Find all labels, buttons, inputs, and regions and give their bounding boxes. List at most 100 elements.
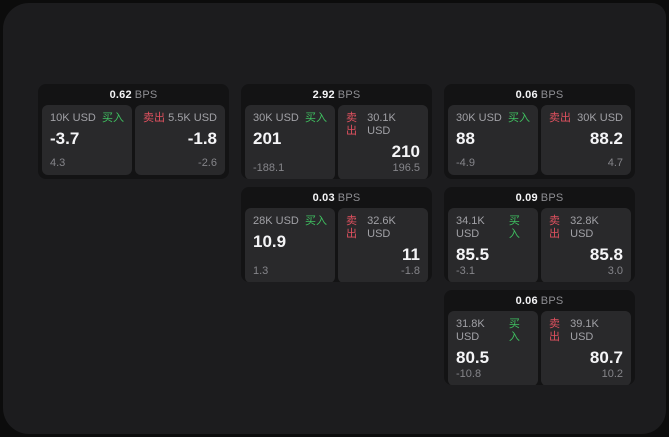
sell-price: 80.7 — [589, 348, 623, 367]
quote-tiles: 30K USD 买入 88 -4.9 卖出 30K USD 88.2 4.7 — [448, 105, 631, 175]
buy-notional: 10K USD — [50, 112, 96, 124]
buy-side-label: 买入 — [305, 215, 327, 227]
buy-notional: 30K USD — [456, 112, 502, 124]
buy-side-label: 买入 — [508, 215, 520, 240]
sell-tile[interactable]: 卖出 5.5K USD -1.8 -2.6 — [135, 105, 225, 175]
quote-tiles: 31.8K USD 买入 80.5 -10.8 卖出 39.1K USD 80.… — [448, 311, 631, 385]
sell-side-label: 卖出 — [346, 112, 357, 137]
bps-header: 0.62 BPS — [38, 84, 229, 105]
buy-side-label: 买入 — [305, 112, 327, 124]
sell-tile-header: 卖出 30.1K USD — [346, 112, 420, 138]
sell-price: 88.2 — [589, 129, 623, 148]
bps-value: 2.92 — [312, 89, 335, 101]
quote-card: 0.06 BPS 31.8K USD 买入 80.5 -10.8 卖出 39.1K… — [444, 290, 635, 385]
sell-side-label: 卖出 — [549, 215, 560, 240]
sell-tile[interactable]: 卖出 32.6K USD 11 -1.8 — [338, 208, 428, 282]
bps-value: 0.06 — [515, 295, 538, 307]
buy-notional: 34.1K USD — [456, 215, 485, 240]
buy-tile-header: 34.1K USD 买入 — [456, 215, 530, 241]
sell-delta: -2.6 — [198, 157, 217, 169]
buy-price: 80.5 — [456, 348, 490, 367]
sell-side-label: 卖出 — [346, 215, 357, 240]
sell-price: 210 — [391, 142, 420, 161]
sell-tile-header: 卖出 5.5K USD — [143, 112, 217, 125]
bps-unit-label: BPS — [337, 192, 361, 204]
buy-price: 88 — [456, 129, 475, 148]
bps-value: 0.06 — [515, 89, 538, 101]
sell-price: 85.8 — [589, 245, 623, 264]
bps-value: 0.03 — [312, 192, 335, 204]
quote-cards-grid: 0.62 BPS 10K USD 买入 -3.7 4.3 卖出 5.5K USD … — [38, 84, 635, 385]
main-panel: 0.62 BPS 10K USD 买入 -3.7 4.3 卖出 5.5K USD … — [3, 3, 666, 434]
buy-notional: 30K USD — [253, 112, 299, 124]
buy-delta: -4.9 — [456, 157, 475, 169]
buy-tile[interactable]: 28K USD 买入 10.9 1.3 — [245, 208, 335, 282]
quote-card: 0.62 BPS 10K USD 买入 -3.7 4.3 卖出 5.5K USD … — [38, 84, 229, 179]
sell-side-label: 卖出 — [549, 112, 571, 124]
bps-unit-label: BPS — [540, 89, 564, 101]
buy-tile[interactable]: 30K USD 买入 201 -188.1 — [245, 105, 335, 179]
sell-tile[interactable]: 卖出 30.1K USD 210 196.5 — [338, 105, 428, 179]
buy-delta: -188.1 — [253, 162, 285, 174]
quote-card: 0.03 BPS 28K USD 买入 10.9 1.3 卖出 32.6K USD… — [241, 187, 432, 282]
sell-tile-header: 卖出 39.1K USD — [549, 318, 623, 344]
buy-notional: 28K USD — [253, 215, 299, 227]
quote-card: 0.09 BPS 34.1K USD 买入 85.5 -3.1 卖出 32.8K … — [444, 187, 635, 282]
bps-value: 0.62 — [109, 89, 132, 101]
buy-side-label: 买入 — [102, 112, 124, 124]
bps-unit-label: BPS — [134, 89, 158, 101]
sell-side-label: 卖出 — [549, 318, 560, 343]
buy-tile-header: 28K USD 买入 — [253, 215, 327, 228]
buy-tile-header: 10K USD 买入 — [50, 112, 124, 125]
bps-unit-label: BPS — [540, 192, 564, 204]
sell-delta: 10.2 — [601, 368, 623, 380]
sell-tile[interactable]: 卖出 39.1K USD 80.7 10.2 — [541, 311, 631, 385]
sell-notional: 5.5K USD — [168, 112, 217, 124]
bps-header: 0.06 BPS — [444, 84, 635, 105]
sell-price: 11 — [402, 245, 420, 264]
sell-tile-header: 卖出 30K USD — [549, 112, 623, 125]
buy-price: 201 — [253, 129, 282, 148]
sell-notional: 39.1K USD — [570, 318, 599, 343]
buy-price: -3.7 — [50, 129, 80, 148]
buy-price: 10.9 — [253, 232, 287, 251]
bps-header: 0.03 BPS — [241, 187, 432, 208]
sell-tile-header: 卖出 32.8K USD — [549, 215, 623, 241]
buy-price: 85.5 — [456, 245, 490, 264]
buy-tile[interactable]: 30K USD 买入 88 -4.9 — [448, 105, 538, 175]
buy-tile-header: 30K USD 买入 — [456, 112, 530, 125]
quote-tiles: 30K USD 买入 201 -188.1 卖出 30.1K USD 210 1… — [245, 105, 428, 179]
buy-tile-header: 30K USD 买入 — [253, 112, 327, 125]
buy-side-label: 买入 — [508, 318, 520, 343]
sell-delta: -1.8 — [401, 265, 420, 277]
sell-tile[interactable]: 卖出 30K USD 88.2 4.7 — [541, 105, 631, 175]
sell-side-label: 卖出 — [143, 112, 165, 124]
buy-tile-header: 31.8K USD 买入 — [456, 318, 530, 344]
sell-notional: 32.8K USD — [570, 215, 599, 240]
sell-delta: 3.0 — [607, 265, 623, 277]
sell-price: -1.8 — [187, 129, 217, 148]
quote-tiles: 34.1K USD 买入 85.5 -3.1 卖出 32.8K USD 85.8… — [448, 208, 631, 282]
bps-header: 0.09 BPS — [444, 187, 635, 208]
sell-notional: 32.6K USD — [367, 215, 396, 240]
quote-card: 2.92 BPS 30K USD 买入 201 -188.1 卖出 30.1K U… — [241, 84, 432, 179]
quote-tiles: 10K USD 买入 -3.7 4.3 卖出 5.5K USD -1.8 -2.… — [42, 105, 225, 175]
bps-unit-label: BPS — [540, 295, 564, 307]
bps-value: 0.09 — [515, 192, 538, 204]
quote-card: 0.06 BPS 30K USD 买入 88 -4.9 卖出 30K USD 88… — [444, 84, 635, 179]
quote-tiles: 28K USD 买入 10.9 1.3 卖出 32.6K USD 11 -1.8 — [245, 208, 428, 282]
sell-notional: 30K USD — [577, 112, 623, 124]
sell-delta: 4.7 — [607, 157, 623, 169]
sell-notional: 30.1K USD — [367, 112, 396, 137]
sell-tile[interactable]: 卖出 32.8K USD 85.8 3.0 — [541, 208, 631, 282]
buy-tile[interactable]: 10K USD 买入 -3.7 4.3 — [42, 105, 132, 175]
buy-delta: 4.3 — [50, 157, 66, 169]
buy-tile[interactable]: 34.1K USD 买入 85.5 -3.1 — [448, 208, 538, 282]
buy-delta: -3.1 — [456, 265, 475, 277]
sell-tile-header: 卖出 32.6K USD — [346, 215, 420, 241]
bps-header: 0.06 BPS — [444, 290, 635, 311]
sell-delta: 196.5 — [392, 162, 420, 174]
bps-unit-label: BPS — [337, 89, 361, 101]
buy-tile[interactable]: 31.8K USD 买入 80.5 -10.8 — [448, 311, 538, 385]
